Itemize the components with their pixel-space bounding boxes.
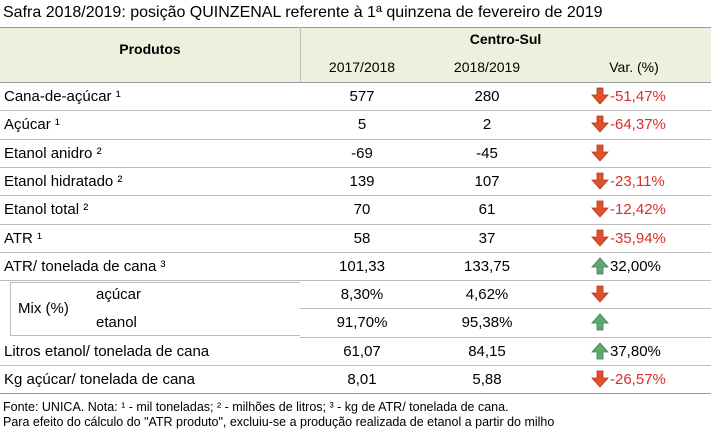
- rule: [0, 223, 711, 225]
- cell-var: -23,11%: [610, 172, 665, 190]
- row-label: ATR/ tonelada de cana ³: [4, 257, 166, 275]
- header-bg: [0, 27, 711, 82]
- rule: [0, 195, 711, 197]
- cell-var: 37,80%: [610, 342, 661, 360]
- column-header: 2018/2019: [453, 59, 521, 75]
- cell-value: 280: [474, 88, 500, 105]
- row-label: Etanol total ²: [4, 201, 89, 219]
- rule: [0, 110, 711, 112]
- rule: [0, 138, 711, 140]
- cell-value: 5,88: [472, 371, 502, 388]
- trend-arrow: [591, 342, 609, 360]
- header-region: Centro-Sul: [469, 31, 542, 47]
- cell-value: 37: [478, 229, 496, 247]
- cell-value: 4,62%: [465, 286, 509, 304]
- footer-note: Fonte: UNICA. Nota: ¹ - mil toneladas; ²…: [3, 400, 509, 415]
- trend-arrow: [591, 87, 609, 105]
- trend-arrow: [591, 115, 609, 133]
- cell-value: 5: [357, 116, 367, 134]
- cell-value: 107: [474, 172, 500, 190]
- trend-arrow: [591, 172, 609, 190]
- rule: [10, 282, 11, 335]
- column-header: 2017/2018: [328, 59, 396, 75]
- row-label: Mix (%): [18, 300, 69, 318]
- rule: [0, 166, 711, 168]
- trend-arrow: [591, 313, 609, 331]
- cell-value: 61,07: [343, 342, 381, 360]
- cell-value: 58: [353, 229, 371, 247]
- cell-var: -64,37%: [610, 116, 666, 134]
- cell-value: 8,01: [347, 371, 377, 388]
- cell-var: -35,94%: [610, 229, 666, 247]
- rule: [10, 334, 300, 336]
- column-header: Var. (%): [609, 59, 659, 75]
- trend-arrow: [591, 257, 609, 275]
- title: Safra 2018/2019: posição QUINZENAL refer…: [3, 4, 603, 21]
- cell-value: 577: [349, 88, 375, 105]
- cell-value: 2: [482, 116, 492, 134]
- footer-note: Para efeito do cálculo do "ATR produto",…: [3, 415, 555, 430]
- cell-value: -45: [476, 144, 498, 162]
- cell-value: 139: [349, 172, 375, 190]
- row-label: Açúcar ¹: [4, 116, 60, 134]
- cell-var: -26,57%: [610, 371, 666, 388]
- rule: [0, 393, 711, 395]
- trend-arrow: [591, 370, 609, 388]
- cell-value: 133,75: [464, 257, 510, 275]
- row-sublabel: açúcar: [96, 286, 142, 304]
- rule: [10, 282, 300, 284]
- cell-value: 101,33: [339, 257, 385, 275]
- rule: [300, 336, 711, 338]
- row-label: Etanol anidro ²: [4, 144, 102, 162]
- cell-value: -69: [351, 144, 373, 162]
- row-label: ATR ¹: [4, 229, 43, 247]
- cell-value: 8,30%: [340, 286, 384, 304]
- rule: [300, 27, 301, 82]
- rule: [0, 82, 711, 83]
- trend-arrow: [591, 285, 609, 303]
- cell-var: -12,42%: [610, 201, 666, 219]
- rule: [300, 308, 711, 310]
- row-label: Kg açúcar/ tonelada de cana: [4, 371, 195, 388]
- cell-var: -51,47%: [610, 88, 666, 105]
- row-label: Litros etanol/ tonelada de cana: [4, 342, 210, 360]
- trend-arrow: [591, 144, 609, 162]
- header-products: Produtos: [119, 41, 181, 57]
- cell-value: 70: [353, 201, 371, 219]
- cell-value: 84,15: [468, 342, 506, 360]
- rule: [0, 280, 711, 282]
- cell-value: 61: [478, 201, 496, 219]
- row-label: Cana-de-açúcar ¹: [4, 88, 121, 105]
- cell-value: 91,70%: [336, 314, 388, 332]
- trend-arrow: [591, 200, 609, 218]
- trend-arrow: [591, 229, 609, 247]
- row-sublabel: etanol: [96, 314, 137, 332]
- row-label: Etanol hidratado ²: [4, 172, 123, 190]
- rule: [0, 365, 711, 366]
- rule: [0, 27, 711, 28]
- rule: [0, 251, 711, 253]
- cell-var: 32,00%: [610, 257, 661, 275]
- cell-value: 95,38%: [461, 314, 513, 332]
